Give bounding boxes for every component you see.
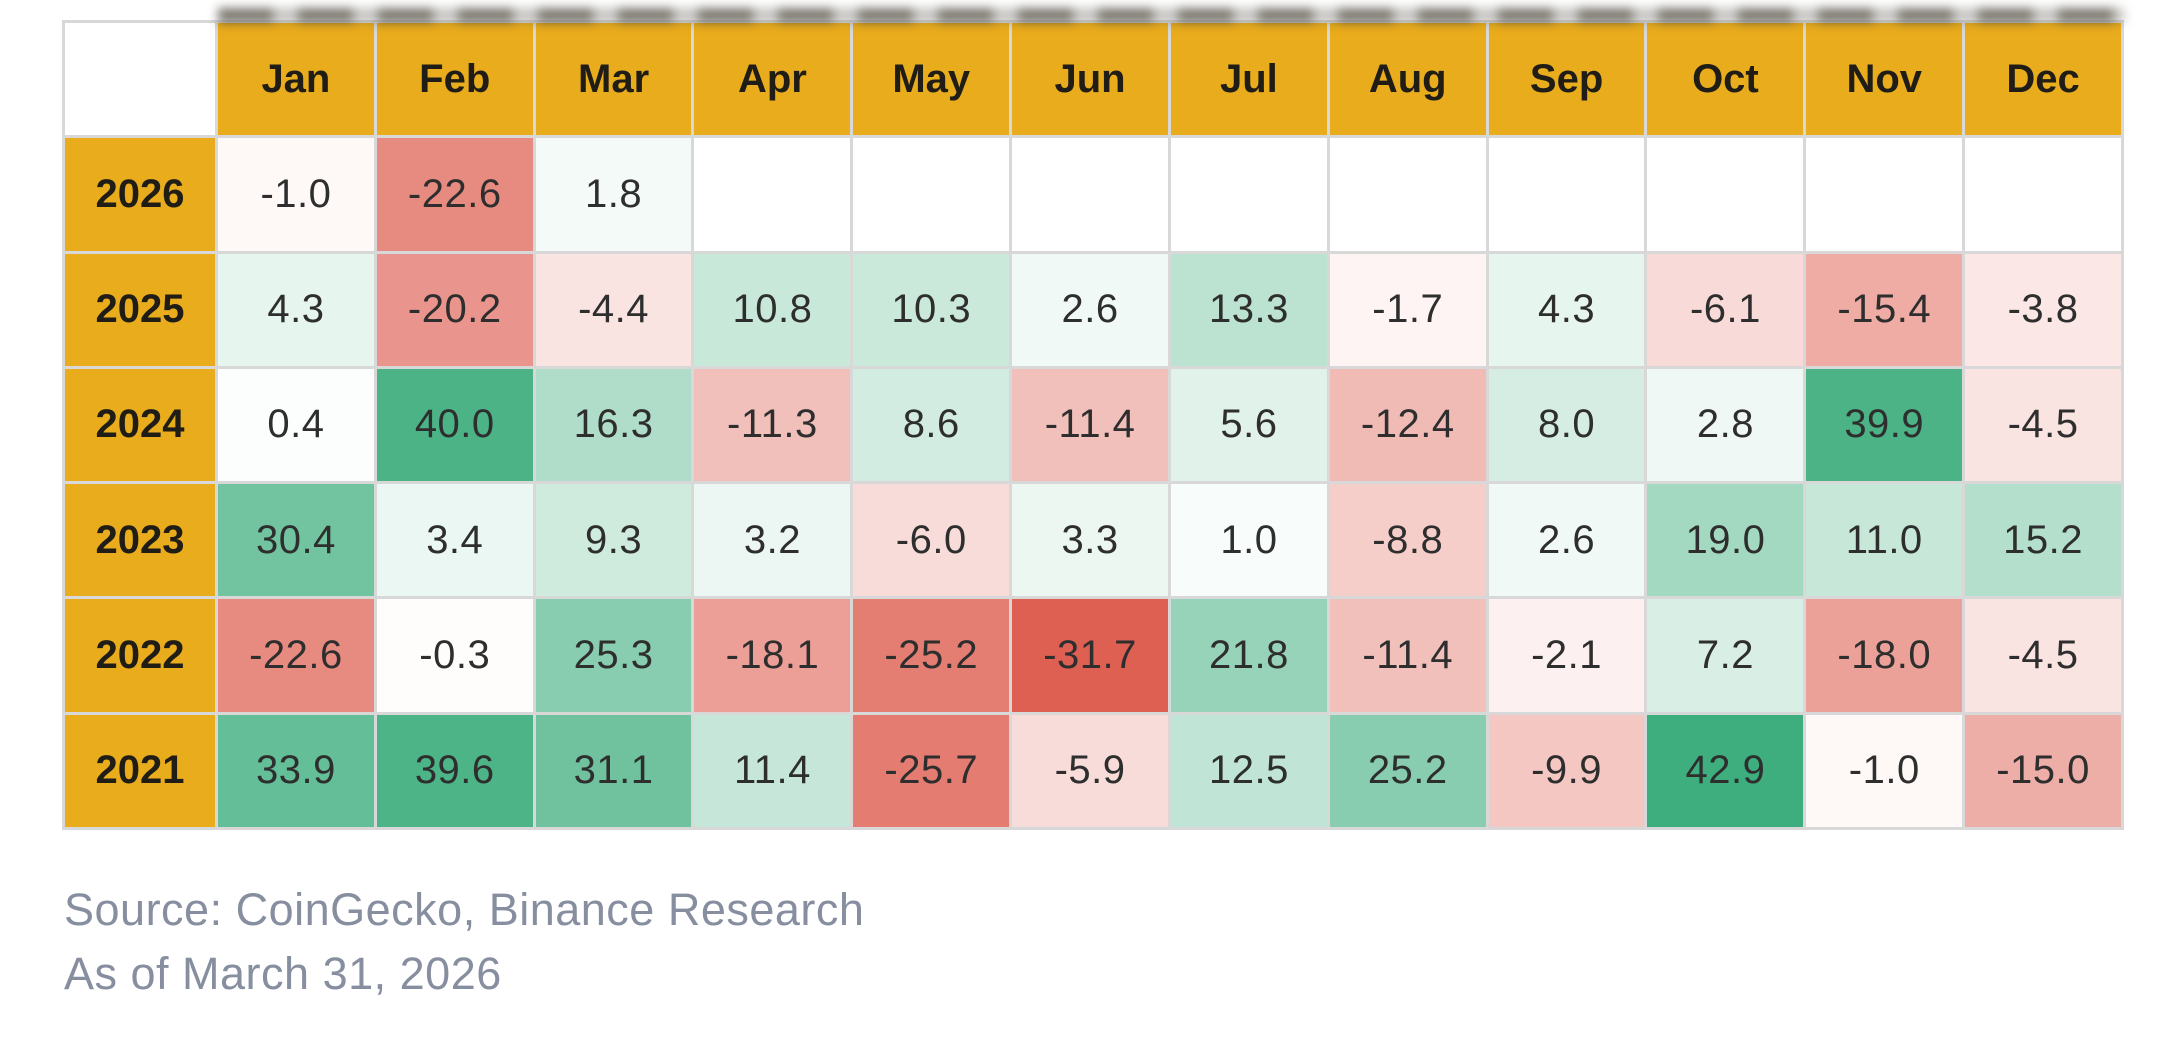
return-cell-2026-nov	[1806, 138, 1963, 251]
return-cell-2025-jul: 13.3	[1170, 253, 1327, 366]
source-note: Source: CoinGecko, Binance Research	[64, 884, 865, 935]
return-cell-2023-jun: 3.3	[1012, 484, 1168, 597]
month-header-jun: Jun	[1012, 23, 1168, 136]
return-cell-2021-nov: -1.0	[1806, 714, 1963, 827]
return-cell-2023-nov: 11.0	[1806, 484, 1963, 597]
return-cell-2021-feb: 39.6	[376, 714, 533, 827]
return-cell-2022-may: -25.2	[853, 599, 1010, 712]
return-cell-2021-mar: 31.1	[535, 714, 692, 827]
return-cell-2026-jul	[1170, 138, 1327, 251]
return-cell-2024-aug: -12.4	[1329, 368, 1486, 482]
month-header-aug: Aug	[1329, 23, 1486, 136]
return-cell-2022-oct: 7.2	[1647, 599, 1804, 712]
return-cell-2024-feb: 40.0	[376, 368, 533, 482]
return-cell-2025-may: 10.3	[853, 253, 1010, 366]
return-cell-2025-apr: 10.8	[694, 253, 851, 366]
return-cell-2026-sep	[1488, 138, 1645, 251]
return-cell-2022-mar: 25.3	[535, 599, 692, 712]
return-cell-2025-oct: -6.1	[1647, 253, 1804, 366]
return-cell-2024-apr: -11.3	[694, 368, 851, 482]
return-cell-2022-jan: -22.6	[218, 599, 374, 712]
month-header-jul: Jul	[1170, 23, 1327, 136]
return-cell-2026-apr	[694, 138, 851, 251]
month-header-dec: Dec	[1965, 23, 2121, 136]
return-cell-2022-apr: -18.1	[694, 599, 851, 712]
return-cell-2025-jun: 2.6	[1012, 253, 1168, 366]
return-cell-2026-jan: -1.0	[218, 138, 374, 251]
year-label-2025: 2025	[65, 253, 215, 366]
month-header-apr: Apr	[694, 23, 851, 136]
return-cell-2024-may: 8.6	[853, 368, 1010, 482]
return-cell-2022-jul: 21.8	[1170, 599, 1327, 712]
return-cell-2021-sep: -9.9	[1488, 714, 1645, 827]
as-of-note: As of March 31, 2026	[64, 948, 502, 999]
return-cell-2023-aug: -8.8	[1329, 484, 1486, 597]
return-cell-2021-aug: 25.2	[1329, 714, 1486, 827]
return-cell-2026-feb: -22.6	[376, 138, 533, 251]
year-label-2024: 2024	[65, 368, 215, 482]
return-cell-2025-dec: -3.8	[1965, 253, 2121, 366]
return-cell-2021-may: -25.7	[853, 714, 1010, 827]
return-cell-2023-may: -6.0	[853, 484, 1010, 597]
return-cell-2021-jul: 12.5	[1170, 714, 1327, 827]
return-cell-2024-oct: 2.8	[1647, 368, 1804, 482]
return-cell-2026-dec	[1965, 138, 2121, 251]
return-cell-2024-jan: 0.4	[218, 368, 374, 482]
return-cell-2021-dec: -15.0	[1965, 714, 2121, 827]
return-cell-2025-jan: 4.3	[218, 253, 374, 366]
return-cell-2022-dec: -4.5	[1965, 599, 2121, 712]
year-label-2023: 2023	[65, 484, 215, 597]
return-cell-2021-oct: 42.9	[1647, 714, 1804, 827]
return-cell-2023-sep: 2.6	[1488, 484, 1645, 597]
return-cell-2023-jan: 30.4	[218, 484, 374, 597]
return-cell-2023-dec: 15.2	[1965, 484, 2121, 597]
return-cell-2026-may	[853, 138, 1010, 251]
footer: Source: CoinGecko, Binance Research As o…	[64, 878, 864, 1006]
return-cell-2022-sep: -2.1	[1488, 599, 1645, 712]
month-header-mar: Mar	[535, 23, 692, 136]
return-cell-2023-oct: 19.0	[1647, 484, 1804, 597]
return-cell-2022-nov: -18.0	[1806, 599, 1963, 712]
return-cell-2026-aug	[1329, 138, 1486, 251]
month-header-feb: Feb	[376, 23, 533, 136]
month-header-may: May	[853, 23, 1010, 136]
month-header-nov: Nov	[1806, 23, 1963, 136]
month-header-oct: Oct	[1647, 23, 1804, 136]
return-cell-2024-mar: 16.3	[535, 368, 692, 482]
return-cell-2022-jun: -31.7	[1012, 599, 1168, 712]
return-cell-2024-jun: -11.4	[1012, 368, 1168, 482]
return-cell-2023-feb: 3.4	[376, 484, 533, 597]
return-cell-2025-nov: -15.4	[1806, 253, 1963, 366]
return-cell-2026-mar: 1.8	[535, 138, 692, 251]
return-cell-2025-sep: 4.3	[1488, 253, 1645, 366]
return-cell-2022-aug: -11.4	[1329, 599, 1486, 712]
month-header-jan: Jan	[218, 23, 374, 136]
return-cell-2021-jan: 33.9	[218, 714, 374, 827]
return-cell-2025-mar: -4.4	[535, 253, 692, 366]
return-cell-2025-feb: -20.2	[376, 253, 533, 366]
year-label-2022: 2022	[65, 599, 215, 712]
return-cell-2023-mar: 9.3	[535, 484, 692, 597]
return-cell-2021-apr: 11.4	[694, 714, 851, 827]
return-cell-2024-sep: 8.0	[1488, 368, 1645, 482]
return-cell-2025-aug: -1.7	[1329, 253, 1486, 366]
return-cell-2023-jul: 1.0	[1170, 484, 1327, 597]
heatmap-grid: Jan Feb Mar Apr May Jun Jul Aug Sep Oct Nov Dec 2026…	[62, 20, 2124, 830]
return-cell-2024-nov: 39.9	[1806, 368, 1963, 482]
return-cell-2024-dec: -4.5	[1965, 368, 2121, 482]
corner-cell	[65, 23, 215, 136]
return-cell-2024-jul: 5.6	[1170, 368, 1327, 482]
year-label-2026: 2026	[65, 138, 215, 251]
return-cell-2021-jun: -5.9	[1012, 714, 1168, 827]
year-label-2021: 2021	[65, 714, 215, 827]
return-cell-2026-oct	[1647, 138, 1804, 251]
return-cell-2026-jun	[1012, 138, 1168, 251]
return-cell-2022-feb: -0.3	[376, 599, 533, 712]
month-header-sep: Sep	[1488, 23, 1645, 136]
return-cell-2023-apr: 3.2	[694, 484, 851, 597]
